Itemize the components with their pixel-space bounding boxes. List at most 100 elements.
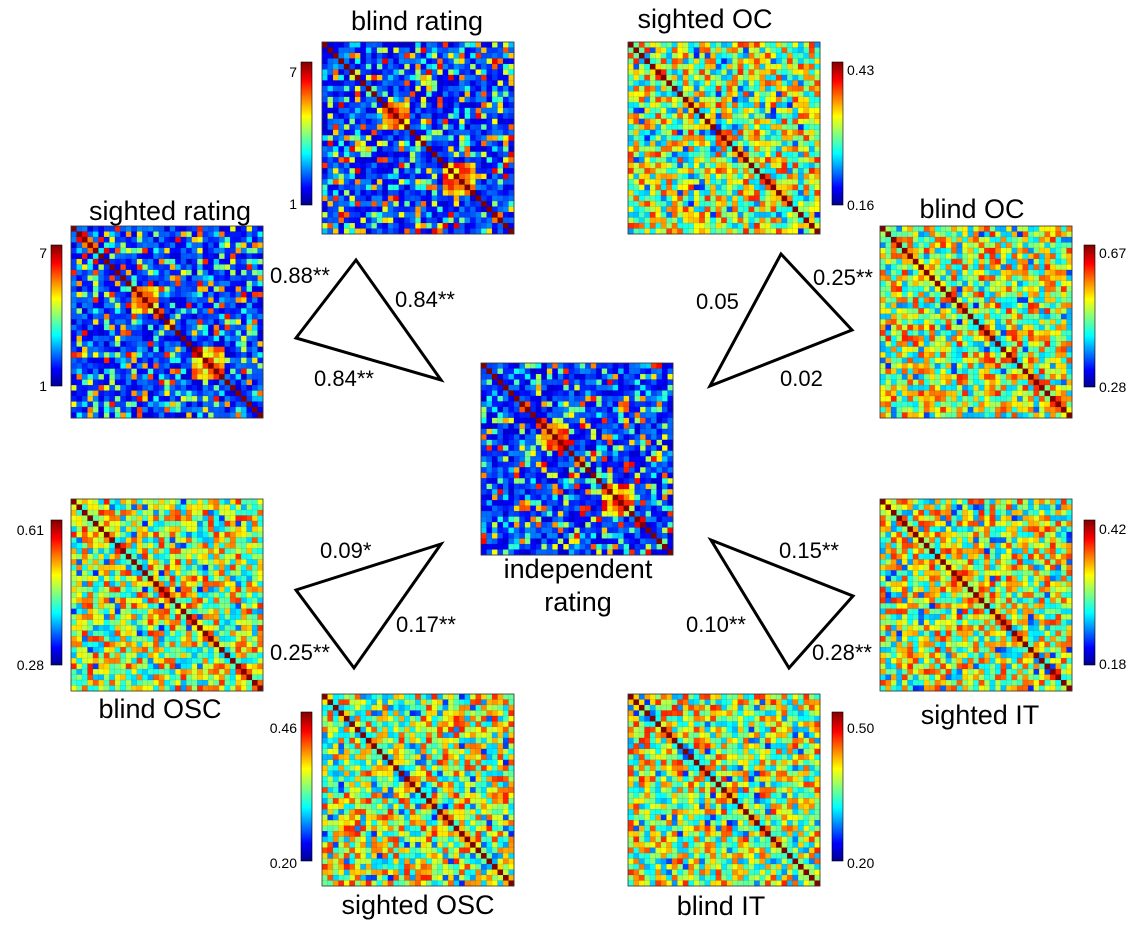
heatmap-cell bbox=[202, 384, 209, 392]
heatmap-cell bbox=[808, 189, 816, 197]
heatmap-cell bbox=[962, 286, 969, 293]
heatmap-cell bbox=[257, 291, 264, 298]
heatmap-cell bbox=[660, 74, 667, 81]
heatmap-cell bbox=[229, 379, 237, 386]
heatmap-cell bbox=[491, 206, 499, 213]
heatmap-cell bbox=[98, 401, 105, 408]
heatmap-cell bbox=[1060, 275, 1068, 282]
heatmap-cell bbox=[896, 236, 903, 243]
heatmap-cell bbox=[458, 173, 466, 180]
heatmap-cell bbox=[923, 335, 930, 342]
heatmap-cell bbox=[398, 41, 405, 48]
heatmap-cell bbox=[436, 222, 444, 230]
heatmap-cell bbox=[1033, 330, 1040, 337]
heatmap-cell bbox=[563, 368, 570, 375]
heatmap-cell bbox=[321, 217, 328, 224]
heatmap-cell bbox=[464, 167, 471, 175]
heatmap-cell bbox=[759, 74, 766, 81]
heatmap-cell bbox=[371, 107, 378, 114]
heatmap-cell bbox=[1055, 357, 1062, 364]
heatmap-cell bbox=[436, 91, 444, 98]
heatmap-cell bbox=[732, 184, 739, 191]
heatmap-cell bbox=[786, 184, 794, 191]
heatmap-cell bbox=[180, 368, 187, 375]
heatmap-cell bbox=[376, 173, 383, 180]
heatmap-cell bbox=[1060, 236, 1068, 243]
heatmap-cell bbox=[649, 189, 656, 197]
heatmap-cell bbox=[940, 406, 947, 414]
heatmap-cell bbox=[398, 118, 405, 125]
heatmap-cell bbox=[742, 52, 750, 59]
heatmap-cell bbox=[633, 211, 640, 219]
heatmap-cell bbox=[76, 373, 83, 381]
heatmap-cell bbox=[934, 302, 941, 309]
heatmap-cell bbox=[775, 173, 783, 180]
heatmap-cell bbox=[1060, 286, 1068, 293]
heatmap-cell bbox=[196, 401, 204, 408]
heatmap-cell bbox=[81, 362, 88, 370]
heatmap-cell bbox=[508, 217, 515, 224]
heatmap-cell bbox=[945, 351, 952, 359]
heatmap-cell bbox=[251, 379, 259, 386]
heatmap-cell bbox=[354, 156, 361, 164]
heatmap-cell bbox=[721, 184, 728, 191]
heatmap-cell bbox=[677, 206, 684, 213]
heatmap-cell bbox=[87, 351, 94, 359]
heatmap-cell bbox=[704, 140, 711, 147]
heatmap-cell bbox=[158, 357, 165, 364]
heatmap-cell bbox=[196, 362, 204, 370]
heatmap-cell bbox=[431, 135, 438, 142]
heatmap-cell bbox=[398, 156, 405, 164]
heatmap-cell bbox=[169, 231, 176, 238]
heatmap-cell bbox=[667, 362, 674, 369]
heatmap-cell bbox=[120, 231, 127, 238]
heatmap-cell bbox=[814, 151, 821, 158]
heatmap-cell bbox=[1060, 264, 1068, 271]
heatmap-cell bbox=[202, 319, 209, 326]
heatmap-cell bbox=[764, 184, 772, 191]
heatmap-cell bbox=[956, 373, 963, 381]
heatmap-cell bbox=[360, 173, 367, 180]
heatmap-cell bbox=[579, 373, 586, 380]
heatmap-cell bbox=[332, 189, 339, 197]
heatmap-cell bbox=[387, 129, 394, 136]
heatmap-cell bbox=[235, 242, 242, 249]
heatmap-cell bbox=[715, 184, 722, 191]
heatmap-cell bbox=[649, 107, 656, 114]
heatmap-cell bbox=[343, 91, 350, 98]
heatmap-cell bbox=[688, 69, 695, 76]
heatmap-cell bbox=[726, 118, 733, 125]
heatmap-cell bbox=[360, 80, 367, 87]
heatmap-cell bbox=[1027, 330, 1035, 337]
heatmap-cell bbox=[1005, 297, 1013, 304]
heatmap-cell bbox=[901, 236, 908, 243]
heatmap-cell bbox=[81, 412, 88, 419]
heatmap-cell bbox=[737, 156, 744, 164]
heatmap-cell bbox=[770, 211, 777, 219]
heatmap-cell bbox=[666, 107, 673, 114]
heatmap-cell bbox=[1044, 291, 1051, 298]
heatmap-cell bbox=[229, 373, 237, 381]
heatmap-cell bbox=[185, 225, 193, 232]
heatmap-cell bbox=[775, 47, 783, 54]
heatmap-cell bbox=[240, 324, 248, 331]
heatmap-cell bbox=[360, 63, 367, 70]
heatmap-cell bbox=[984, 269, 991, 276]
heatmap-cell bbox=[1055, 280, 1062, 287]
heatmap-cell bbox=[978, 308, 985, 315]
heatmap-cell bbox=[235, 395, 242, 403]
heatmap-cell bbox=[164, 379, 171, 386]
heatmap-cell bbox=[693, 80, 700, 87]
heatmap-cell bbox=[627, 195, 634, 202]
heatmap-cell bbox=[365, 162, 372, 169]
heatmap-cell bbox=[229, 280, 237, 287]
heatmap-cell bbox=[415, 91, 422, 98]
heatmap-cell bbox=[70, 379, 77, 386]
heatmap-cell bbox=[1011, 335, 1018, 342]
heatmap-cell bbox=[387, 124, 394, 131]
heatmap-cell bbox=[360, 58, 367, 65]
heatmap-cell bbox=[1005, 236, 1013, 243]
heatmap-cell bbox=[327, 69, 334, 76]
heatmap-cell bbox=[447, 80, 455, 87]
heatmap-cell bbox=[759, 124, 766, 131]
